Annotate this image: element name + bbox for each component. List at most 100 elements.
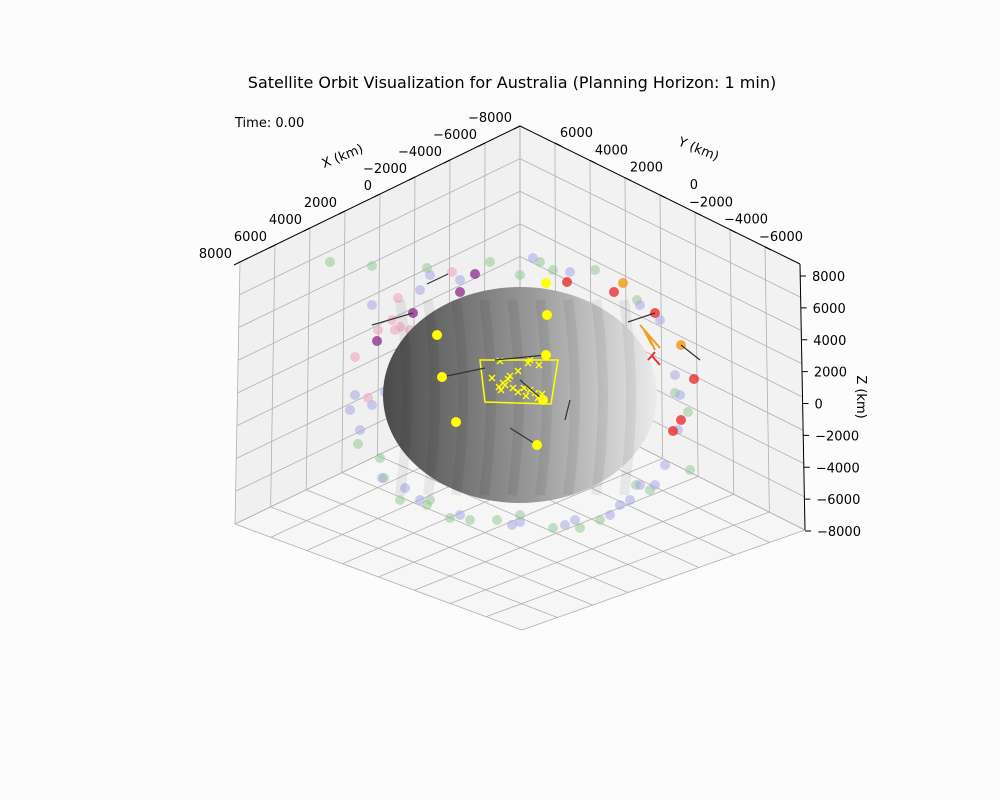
active-satellite [451,417,461,427]
ground-target [506,372,514,380]
pink-satellite [393,293,403,303]
blue-satellite [660,460,670,470]
tick-label: 8000 [812,270,845,285]
tick-label: −8000 [817,525,861,540]
blue-satellite [377,473,387,483]
blue-satellite [565,267,575,277]
velocity-vector [441,367,486,378]
active-satellite [541,350,551,360]
tick-mark [589,159,597,164]
z-axis-label: Z (km) [853,375,868,418]
green-satellite [683,407,693,417]
green-satellite [375,453,385,463]
blue-satellite [635,480,645,490]
blue-satellite [605,510,615,520]
tick-mark [624,177,632,182]
tick-mark [408,176,416,181]
tick-label: 8000 [199,247,232,262]
tick-label: −6000 [433,128,477,143]
blue-satellite [367,300,377,310]
tick-mark [303,227,311,232]
blue-satellite [655,315,665,325]
blue-satellite [625,495,635,505]
blue-satellite [350,390,360,400]
tick-mark [729,229,737,234]
velocity-vector [494,354,547,361]
tick-label: 6000 [560,126,593,141]
active-satellite [532,440,542,450]
green-satellite [515,270,525,280]
green-satellite [575,523,585,533]
active-satellite [437,372,447,382]
tick-mark [443,159,451,164]
tick-label: −4000 [398,145,442,160]
blue-satellite [670,370,680,380]
green-satellite [485,257,495,267]
pink-satellite [447,267,457,277]
orange-satellite [618,278,628,288]
red-satellite [609,287,619,297]
x-axis-label: X (km) [320,142,366,172]
tick-label: 2000 [304,196,337,211]
red-trajectory [647,351,661,366]
tick-label: 6000 [813,302,846,317]
tick-label: 2000 [814,366,847,381]
blue-satellite [515,517,525,527]
green-satellite [590,265,600,275]
velocity-vector [371,312,414,326]
green-satellite [492,515,502,525]
tick-label: 2000 [630,161,663,176]
red-satellite [676,415,686,425]
tick-label: −2000 [689,195,733,210]
green-satellite [595,515,605,525]
y-axis-label: Y (km) [675,134,721,164]
tick-label: 4000 [595,143,628,158]
active-satellite [541,278,551,288]
orange-trajectory [639,324,661,351]
tick-mark [268,244,276,249]
blue-satellite [650,480,660,490]
blue-satellite [355,425,365,435]
blue-satellite [635,300,645,310]
ground-target [514,367,522,375]
tick-label: −6000 [759,230,803,245]
velocity-vector [509,427,538,446]
tick-label: 6000 [234,230,267,245]
tick-label: 0 [815,398,823,413]
blue-satellite [345,405,355,415]
pink-satellite [363,393,373,403]
green-satellite [367,261,377,271]
green-satellite [325,257,335,267]
ground-target [522,392,530,400]
tick-label: −4000 [816,461,860,476]
blue-satellite [400,483,410,493]
tick-mark [694,211,702,216]
ground-target [526,386,534,394]
ground-target [535,361,543,369]
velocity-vector [519,379,544,401]
time-label: Time: 0.00 [234,116,304,131]
blue-satellite [675,390,685,400]
velocity-vector [680,344,701,361]
active-satellite [542,310,552,320]
blue-satellite [560,520,570,530]
blue-satellite [570,515,580,525]
ground-target [514,388,522,396]
ground-target [488,374,496,382]
tick-mark [659,194,667,199]
green-satellite [395,495,405,505]
purple-satellite [470,269,480,279]
tick-label: 4000 [269,213,302,228]
satellites-back [325,253,695,533]
tick-label: 0 [364,179,372,194]
blue-satellite [425,270,435,280]
green-satellite [548,523,558,533]
earth-shading-bands [395,299,636,496]
blue-satellite [455,275,465,285]
tick-label: 4000 [813,334,846,349]
purple-satellite [372,336,382,346]
ground-target [524,359,532,367]
